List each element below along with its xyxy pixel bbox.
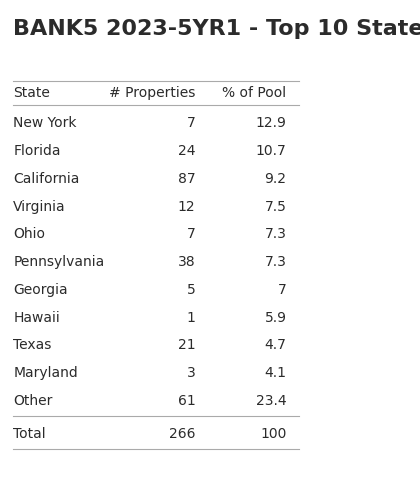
Text: Texas: Texas [13, 338, 52, 353]
Text: 3: 3 [187, 366, 195, 380]
Text: 5.9: 5.9 [265, 311, 286, 325]
Text: 4.1: 4.1 [265, 366, 286, 380]
Text: 7: 7 [187, 227, 195, 242]
Text: Hawaii: Hawaii [13, 311, 60, 325]
Text: California: California [13, 172, 80, 186]
Text: 12.9: 12.9 [256, 116, 286, 130]
Text: Maryland: Maryland [13, 366, 78, 380]
Text: 9.2: 9.2 [265, 172, 286, 186]
Text: 7.3: 7.3 [265, 255, 286, 269]
Text: BANK5 2023-5YR1 - Top 10 States: BANK5 2023-5YR1 - Top 10 States [13, 19, 420, 38]
Text: 61: 61 [178, 394, 195, 408]
Text: 266: 266 [169, 427, 195, 441]
Text: 38: 38 [178, 255, 195, 269]
Text: 7: 7 [187, 116, 195, 130]
Text: 10.7: 10.7 [256, 144, 286, 158]
Text: 5: 5 [187, 283, 195, 297]
Text: # Properties: # Properties [109, 86, 195, 100]
Text: 7.5: 7.5 [265, 200, 286, 213]
Text: New York: New York [13, 116, 77, 130]
Text: Other: Other [13, 394, 52, 408]
Text: Georgia: Georgia [13, 283, 68, 297]
Text: 21: 21 [178, 338, 195, 353]
Text: 4.7: 4.7 [265, 338, 286, 353]
Text: 100: 100 [260, 427, 286, 441]
Text: Ohio: Ohio [13, 227, 45, 242]
Text: State: State [13, 86, 50, 100]
Text: Total: Total [13, 427, 46, 441]
Text: Pennsylvania: Pennsylvania [13, 255, 105, 269]
Text: 1: 1 [186, 311, 195, 325]
Text: 7.3: 7.3 [265, 227, 286, 242]
Text: % of Pool: % of Pool [223, 86, 286, 100]
Text: 24: 24 [178, 144, 195, 158]
Text: Virginia: Virginia [13, 200, 66, 213]
Text: Florida: Florida [13, 144, 61, 158]
Text: 87: 87 [178, 172, 195, 186]
Text: 23.4: 23.4 [256, 394, 286, 408]
Text: 12: 12 [178, 200, 195, 213]
Text: 7: 7 [278, 283, 286, 297]
